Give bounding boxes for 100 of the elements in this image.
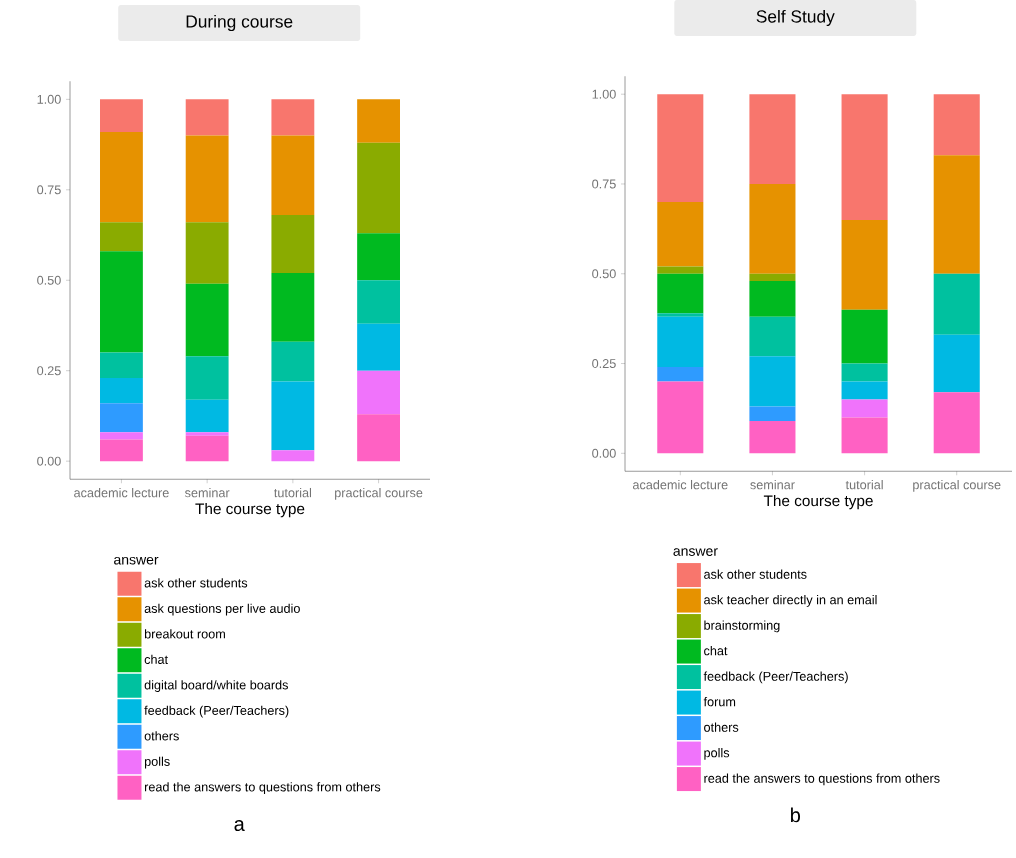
bar xyxy=(933,392,980,454)
bar xyxy=(933,334,980,393)
legend-label: brainstorming xyxy=(704,620,780,633)
bar xyxy=(271,450,315,462)
x-tick-label: tutorial xyxy=(845,479,883,490)
x-axis-title: The course type xyxy=(763,494,873,510)
chart-title: Self Study xyxy=(756,9,835,26)
legend-title: answer xyxy=(114,556,159,565)
legend-label: breakout room xyxy=(144,629,225,639)
legend-label: read the answers to questions from others xyxy=(704,773,940,786)
bar xyxy=(841,417,888,454)
bar xyxy=(749,183,796,274)
y-tick-label: 1.00 xyxy=(37,94,61,104)
legend-label: ask other students xyxy=(704,569,807,579)
bar xyxy=(357,414,400,462)
bar xyxy=(271,381,315,451)
bar xyxy=(841,363,888,382)
chart-title: During course xyxy=(186,14,293,31)
bar xyxy=(100,251,143,353)
bar xyxy=(841,219,888,310)
y-tick-label: 0.25 xyxy=(37,366,61,376)
bar xyxy=(657,366,704,382)
bar xyxy=(657,313,704,317)
legend-label: chat xyxy=(144,654,168,664)
y-tick-label: 0.25 xyxy=(592,358,616,368)
text: b xyxy=(791,807,801,823)
y-tick-label: 0.75 xyxy=(592,179,616,189)
bar xyxy=(185,356,229,400)
x-tick-label: practical course xyxy=(913,479,1001,492)
y-tick-label: 0.00 xyxy=(37,456,61,466)
legend-label: polls xyxy=(144,756,170,769)
bar xyxy=(933,273,980,335)
x-tick-label: practical course xyxy=(335,487,423,500)
bar xyxy=(841,309,888,364)
legend-label: feedback (Peer/Teachers) xyxy=(144,705,289,718)
legend-label: ask other students xyxy=(144,578,248,588)
bar xyxy=(749,356,796,407)
bar xyxy=(100,377,143,404)
legend-label: others xyxy=(144,731,179,741)
bar xyxy=(100,403,143,433)
x-tick-label: tutorial xyxy=(274,487,312,498)
bar xyxy=(657,316,704,367)
bar xyxy=(185,222,229,284)
bar xyxy=(357,323,400,371)
bar xyxy=(185,135,229,223)
bar xyxy=(100,99,143,132)
legend-label: ask teacher directly in an email xyxy=(704,594,877,607)
legend-label: feedback (Peer/Teachers) xyxy=(703,671,848,684)
bar xyxy=(100,222,143,252)
bar xyxy=(357,99,400,143)
x-tick-label: academic lecture xyxy=(74,487,169,498)
y-tick-label: 1.00 xyxy=(592,89,616,99)
bar xyxy=(100,352,143,378)
bar xyxy=(841,381,888,400)
y-tick-label: 0.00 xyxy=(592,448,616,458)
bar xyxy=(100,432,143,440)
x-tick-label: academic lecture xyxy=(632,479,728,490)
y-tick-label: 0.75 xyxy=(37,185,61,195)
legend-label: ask questions per live audio xyxy=(144,603,300,616)
x-tick-label: seminar xyxy=(184,487,230,498)
bar xyxy=(271,99,315,136)
bar xyxy=(657,94,704,202)
bar xyxy=(185,435,229,462)
bar xyxy=(185,283,229,357)
x-tick-label: seminar xyxy=(750,479,795,490)
bar xyxy=(657,273,704,314)
y-tick-label: 0.50 xyxy=(37,275,61,285)
bar xyxy=(271,272,315,342)
bar xyxy=(100,131,143,223)
legend-label: forum xyxy=(703,696,736,707)
y-tick-label: 0.50 xyxy=(592,269,616,279)
bar xyxy=(933,94,980,156)
bar xyxy=(100,439,143,462)
x-axis-title: The course type xyxy=(195,502,305,518)
bar xyxy=(271,215,315,273)
bar xyxy=(357,370,400,414)
bar xyxy=(841,399,888,418)
bar xyxy=(185,99,229,136)
bar xyxy=(657,381,704,454)
bar xyxy=(185,432,229,436)
bar xyxy=(271,135,315,215)
bar xyxy=(357,233,400,281)
bar xyxy=(657,201,704,267)
bar xyxy=(749,280,796,317)
bar xyxy=(841,94,888,220)
bar xyxy=(749,420,796,454)
bar xyxy=(185,399,229,433)
bar xyxy=(749,316,796,357)
bar xyxy=(357,142,400,234)
legend-label: polls xyxy=(704,747,730,760)
legend-title: answer xyxy=(673,548,718,556)
bar xyxy=(749,406,796,421)
bar xyxy=(357,280,400,324)
bar xyxy=(749,273,796,281)
bar xyxy=(657,266,704,274)
legend-label: read the answers to questions from others xyxy=(144,782,381,794)
bar xyxy=(271,341,315,382)
bar xyxy=(749,94,796,184)
legend-label: chat xyxy=(704,645,728,656)
legend-label: others xyxy=(704,722,739,732)
